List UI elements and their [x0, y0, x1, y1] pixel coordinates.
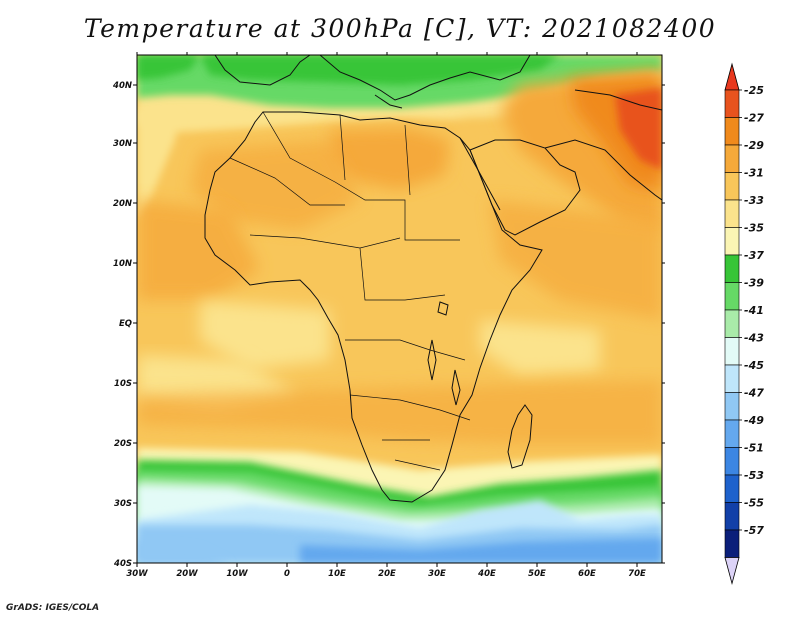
lat-tick-label: 40S — [113, 559, 132, 569]
colorbar-swatch — [724, 172, 740, 201]
axis-ticks: 30W 20W 10W 0 10E 20E 30E 40E 50E 60E 70E 40S 30S 20S… — [112, 52, 665, 579]
colorbar-label: -25 — [744, 84, 764, 97]
lat-tick-label: 40N — [112, 81, 132, 91]
colorbar-label: -37 — [744, 249, 764, 262]
figure-title: Temperature at 300hPa [C], VT: 202108240… — [83, 14, 717, 43]
lon-tick-label: 50E — [528, 569, 546, 579]
lon-tick-label: 10W — [226, 569, 248, 579]
colorbar-swatch — [724, 227, 740, 256]
colorbar-label: -57 — [744, 524, 764, 537]
lat-tick-label: 20S — [114, 439, 132, 449]
colorbar-bottom-arrow — [724, 557, 740, 586]
colorbar-swatch — [724, 117, 740, 146]
colorbar-swatch — [724, 474, 740, 503]
colorbar-swatch — [724, 337, 740, 366]
colorbar-swatch — [724, 282, 740, 311]
colorbar-label: -43 — [744, 332, 764, 345]
lat-tick-label: 10S — [114, 379, 132, 389]
colorbar-swatch — [724, 309, 740, 338]
colorbar-label: -51 — [744, 442, 764, 455]
colorbar-label: -33 — [744, 194, 764, 207]
colorbar-label: -35 — [744, 222, 764, 235]
map-frame — [136, 54, 663, 564]
lat-tick-label: 20N — [113, 199, 132, 209]
lon-tick-label: 70E — [628, 569, 646, 579]
colorbar-label: -27 — [744, 112, 764, 125]
colorbar-swatch — [724, 364, 740, 393]
lat-tick-label: 30N — [113, 139, 132, 149]
colorbar-swatch — [724, 419, 740, 448]
credit-text: GrADS: IGES/COLA — [6, 603, 100, 613]
colorbar-label: -49 — [744, 414, 764, 427]
lon-tick-label: 20E — [378, 569, 396, 579]
lon-tick-label: 60E — [578, 569, 596, 579]
colorbar-label: -41 — [744, 304, 764, 317]
lon-tick-label: 40E — [477, 569, 496, 579]
lat-tick-label: 10N — [113, 259, 132, 269]
lon-tick-label: 10E — [328, 569, 346, 579]
lat-tick-label: 30S — [114, 499, 132, 509]
colorbar-swatch — [724, 502, 740, 531]
colorbar: -25 -27 -29 -31 -33 -35 -37 -39 -41 -43 -45 -47 -49 -… — [724, 62, 764, 586]
colorbar-swatch — [724, 89, 740, 118]
colorbar-swatch — [724, 144, 740, 173]
colorbar-label: -31 — [744, 167, 764, 180]
lon-tick-label: 20W — [176, 569, 198, 579]
colorbar-label: -47 — [744, 387, 764, 400]
temperature-field — [137, 55, 662, 563]
lon-tick-label: 30E — [428, 569, 446, 579]
lat-tick-label: EQ — [119, 319, 132, 329]
colorbar-swatch — [724, 199, 740, 228]
colorbar-swatch — [724, 254, 740, 283]
colorbar-swatch — [724, 447, 740, 476]
colorbar-label: -53 — [744, 469, 764, 482]
lon-tick-label: 30W — [126, 569, 148, 579]
colorbar-label: -55 — [744, 497, 764, 510]
colorbar-swatch — [724, 392, 740, 421]
colorbar-label: -29 — [744, 139, 764, 152]
colorbar-label: -45 — [744, 359, 764, 372]
colorbar-swatch — [724, 529, 740, 558]
colorbar-top-arrow — [724, 62, 740, 91]
coastlines — [204, 55, 662, 503]
lon-tick-label: 0 — [284, 569, 290, 579]
colorbar-label: -39 — [744, 277, 764, 290]
